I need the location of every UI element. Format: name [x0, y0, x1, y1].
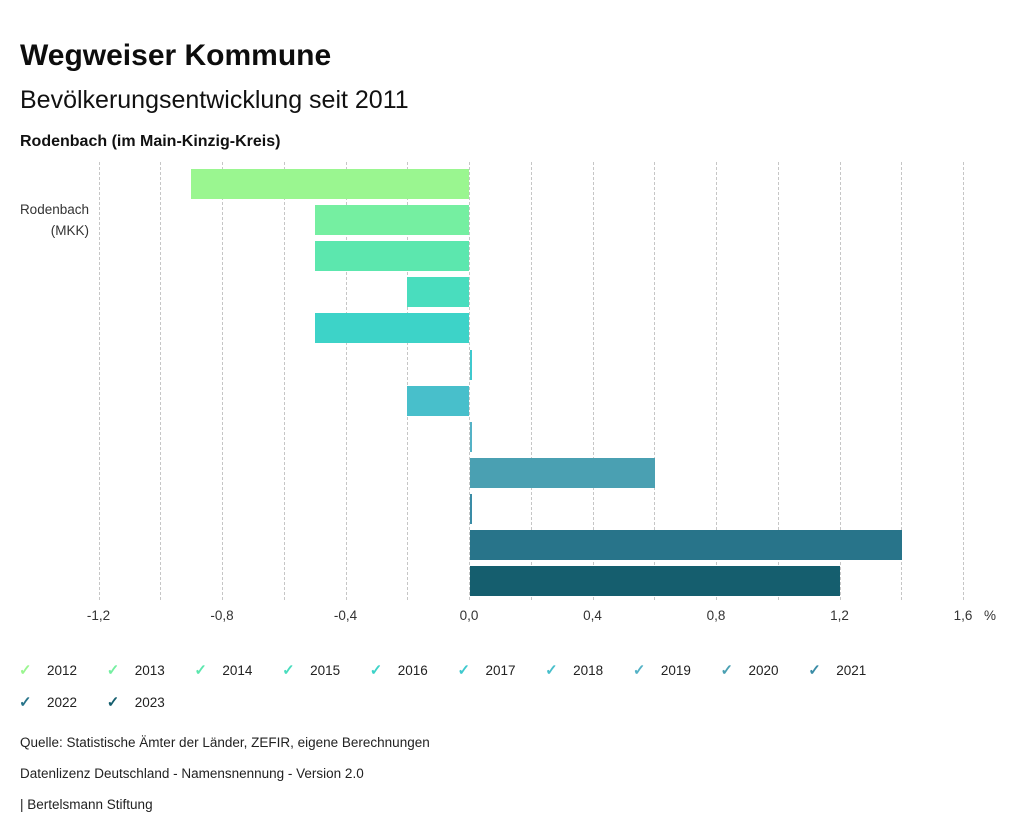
- gridline: [98, 162, 100, 600]
- category-label-line2: (MKK): [50, 223, 89, 238]
- legend-row: ✓ 2022 ✓ 2023: [19, 690, 896, 714]
- gridline: [407, 162, 409, 600]
- region-label: Rodenbach (im Main-Kinzig-Kreis): [20, 133, 281, 150]
- legend-item-2013[interactable]: ✓ 2013: [107, 658, 195, 682]
- plot-area: [0, 162, 1024, 600]
- legend-year-label: 2019: [660, 662, 691, 678]
- legend-year-label: 2015: [310, 662, 341, 678]
- legend-item-2016[interactable]: ✓ 2016: [370, 658, 458, 682]
- gridline: [160, 162, 162, 600]
- bar-2013[interactable]: [314, 205, 469, 236]
- legend-year-label: 2013: [134, 662, 165, 678]
- category-label-line1: Rodenbach: [19, 202, 89, 217]
- checkmark-icon: ✓: [369, 661, 383, 679]
- x-tick-label: -0,8: [210, 608, 234, 623]
- bar-2012[interactable]: [191, 169, 469, 199]
- legend-year-label: 2022: [47, 694, 78, 710]
- bar-2019[interactable]: [469, 421, 472, 452]
- bar-2016[interactable]: [314, 313, 469, 344]
- checkmark-icon: ✓: [282, 661, 295, 679]
- legend-year-label: 2021: [836, 662, 867, 678]
- x-tick-label: -0,4: [333, 608, 358, 623]
- checkmark-icon: ✓: [194, 661, 207, 679]
- legend: ✓ 2012 ✓ 2013 ✓ 2014 ✓ 2015 ✓ 2016 ✓ 2017 ✓ 2018 ✓ 2019…: [19, 658, 896, 722]
- legend-item-2017[interactable]: ✓ 2017: [457, 658, 545, 682]
- gridline: [777, 162, 779, 600]
- gridline: [530, 162, 532, 600]
- x-tick-label: 0,8: [706, 608, 726, 623]
- bar-2022[interactable]: [469, 530, 902, 560]
- checkmark-icon: ✓: [457, 661, 471, 679]
- gridline: [283, 162, 285, 600]
- gridline: [963, 162, 964, 600]
- legend-item-2023[interactable]: ✓ 2023: [107, 690, 195, 714]
- source-note: Quelle: Statistische Ämter der Länder, Z…: [20, 735, 430, 750]
- x-tick-label: 1,6: [953, 608, 973, 623]
- gridline: [654, 162, 656, 600]
- bar-2020[interactable]: [469, 457, 655, 488]
- gridline: [901, 162, 903, 600]
- legend-item-2021[interactable]: ✓ 2021: [808, 658, 896, 682]
- checkmark-icon: ✓: [720, 661, 734, 679]
- checkmark-icon: ✓: [19, 661, 32, 679]
- gridline: [345, 162, 347, 600]
- checkmark-icon: ✓: [632, 661, 646, 679]
- legend-year-label: 2014: [222, 662, 253, 678]
- checkmark-icon: ✓: [545, 661, 558, 679]
- footer: Quelle: Statistische Ämter der Länder, Z…: [20, 727, 430, 820]
- legend-year-label: 2020: [748, 662, 779, 678]
- legend-item-2020[interactable]: ✓ 2020: [721, 658, 809, 682]
- legend-year-label: 2012: [47, 662, 78, 678]
- checkmark-icon: ✓: [106, 661, 120, 679]
- license-note: Datenlizenz Deutschland - Namensnennung …: [20, 766, 364, 781]
- bar-2014[interactable]: [314, 241, 469, 272]
- legend-item-2018[interactable]: ✓ 2018: [545, 658, 633, 682]
- category-label: Rodenbach (MKK): [0, 199, 89, 241]
- legend-item-2012[interactable]: ✓ 2012: [19, 658, 107, 682]
- legend-row: ✓ 2012 ✓ 2013 ✓ 2014 ✓ 2015 ✓ 2016 ✓ 2017 ✓ 2018 ✓ 2019…: [19, 658, 896, 682]
- bar-2021[interactable]: [469, 493, 472, 524]
- legend-item-2019[interactable]: ✓ 2019: [633, 658, 721, 682]
- gridline: [592, 162, 594, 600]
- legend-item-2014[interactable]: ✓ 2014: [194, 658, 282, 682]
- legend-year-label: 2023: [134, 694, 165, 710]
- x-tick-label: 0,4: [583, 608, 602, 623]
- gridline: [839, 162, 841, 600]
- gridline: [222, 162, 223, 600]
- legend-year-label: 2016: [397, 662, 428, 678]
- page-title: Wegweiser Kommune: [20, 39, 332, 73]
- legend-item-2022[interactable]: ✓ 2022: [19, 690, 107, 714]
- x-tick-label: 1,2: [830, 608, 849, 623]
- checkmark-icon: ✓: [106, 693, 120, 711]
- gridline: [716, 162, 717, 600]
- bar-2018[interactable]: [407, 385, 469, 416]
- legend-item-2015[interactable]: ✓ 2015: [282, 658, 370, 682]
- axis-unit-label: %: [984, 608, 997, 623]
- chart-subtitle: Bevölkerungsentwicklung seit 2011: [20, 85, 409, 114]
- x-tick-label: -1,2: [86, 608, 111, 623]
- bar-2023[interactable]: [469, 566, 840, 597]
- x-tick-label: 0,0: [459, 608, 479, 623]
- legend-year-label: 2017: [485, 662, 516, 678]
- bar-2015[interactable]: [407, 277, 469, 308]
- legend-year-label: 2018: [573, 662, 604, 678]
- bar-2017[interactable]: [469, 349, 472, 380]
- gridline: [469, 162, 470, 600]
- checkmark-icon: ✓: [808, 661, 821, 679]
- attribution-note: | Bertelsmann Stiftung: [20, 797, 153, 812]
- checkmark-icon: ✓: [19, 693, 32, 711]
